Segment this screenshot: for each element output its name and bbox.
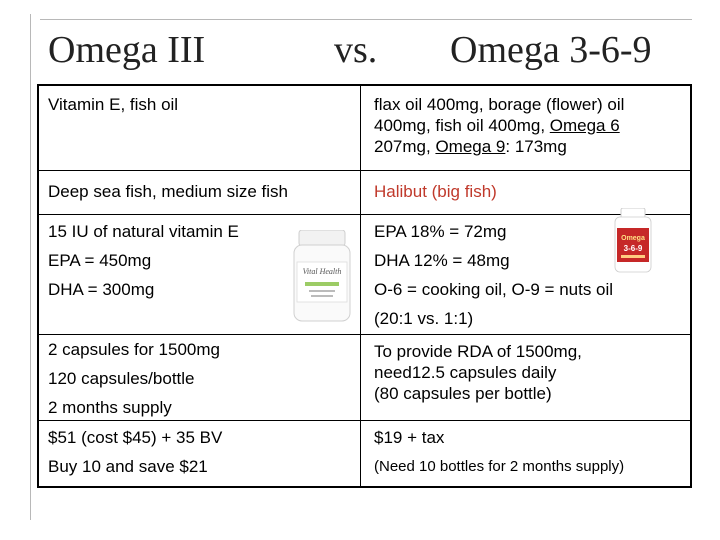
table-row-dosage: 2 capsules for 1500mg 120 capsules/bottl… [39, 334, 690, 420]
omega3-composition: 15 IU of natural vitamin E EPA = 450mg D… [48, 222, 239, 299]
svg-text:Omega: Omega [621, 235, 645, 242]
supplement-bottle-omega369-icon: Omega 3-6-9 [614, 208, 652, 273]
svg-text:Vital Health: Vital Health [303, 267, 342, 276]
omega369-source: Halibut (big fish) [374, 182, 497, 201]
title-omega-iii: Omega III [48, 29, 206, 71]
omega369-dosage: To provide RDA of 1500mg, need12.5 capsu… [374, 342, 582, 403]
comparison-table: Vitamin E, fish oil flax oil 400mg, bora… [37, 84, 692, 488]
omega369-ingredients: flax oil 400mg, borage (flower) oil 400m… [374, 95, 625, 156]
omega369-price: $19 + tax (Need 10 bottles for 2 months … [374, 428, 625, 475]
svg-text:3-6-9: 3-6-9 [624, 244, 643, 253]
title-frame-left-line [30, 14, 31, 520]
table-row-price: $51 (cost $45) + 35 BV Buy 10 and save $… [39, 420, 690, 488]
omega3-price: $51 (cost $45) + 35 BV Buy 10 and save $… [48, 428, 223, 476]
omega3-dosage: 2 capsules for 1500mg 120 capsules/bottl… [48, 340, 220, 417]
supplement-bottle-white-icon: Vital Health [293, 230, 351, 322]
title-omega-369: Omega 3-6-9 [450, 29, 652, 71]
omega3-ingredients: Vitamin E, fish oil [48, 95, 179, 114]
title-frame-top-line [40, 19, 692, 20]
table-row-composition: 15 IU of natural vitamin E EPA = 450mg D… [39, 214, 690, 334]
title-vs: vs. [334, 29, 378, 71]
omega-6-link[interactable]: Omega 6 [549, 116, 620, 135]
table-row-ingredients: Vitamin E, fish oil flax oil 400mg, bora… [39, 86, 690, 170]
omega369-composition: EPA 18% = 72mg DHA 12% = 48mg O-6 = cook… [374, 222, 614, 328]
column-divider [360, 86, 361, 486]
omega-9-link[interactable]: Omega 9 [435, 137, 506, 156]
omega3-source: Deep sea fish, medium size fish [48, 182, 288, 201]
table-row-source: Deep sea fish, medium size fish Halibut … [39, 170, 690, 214]
